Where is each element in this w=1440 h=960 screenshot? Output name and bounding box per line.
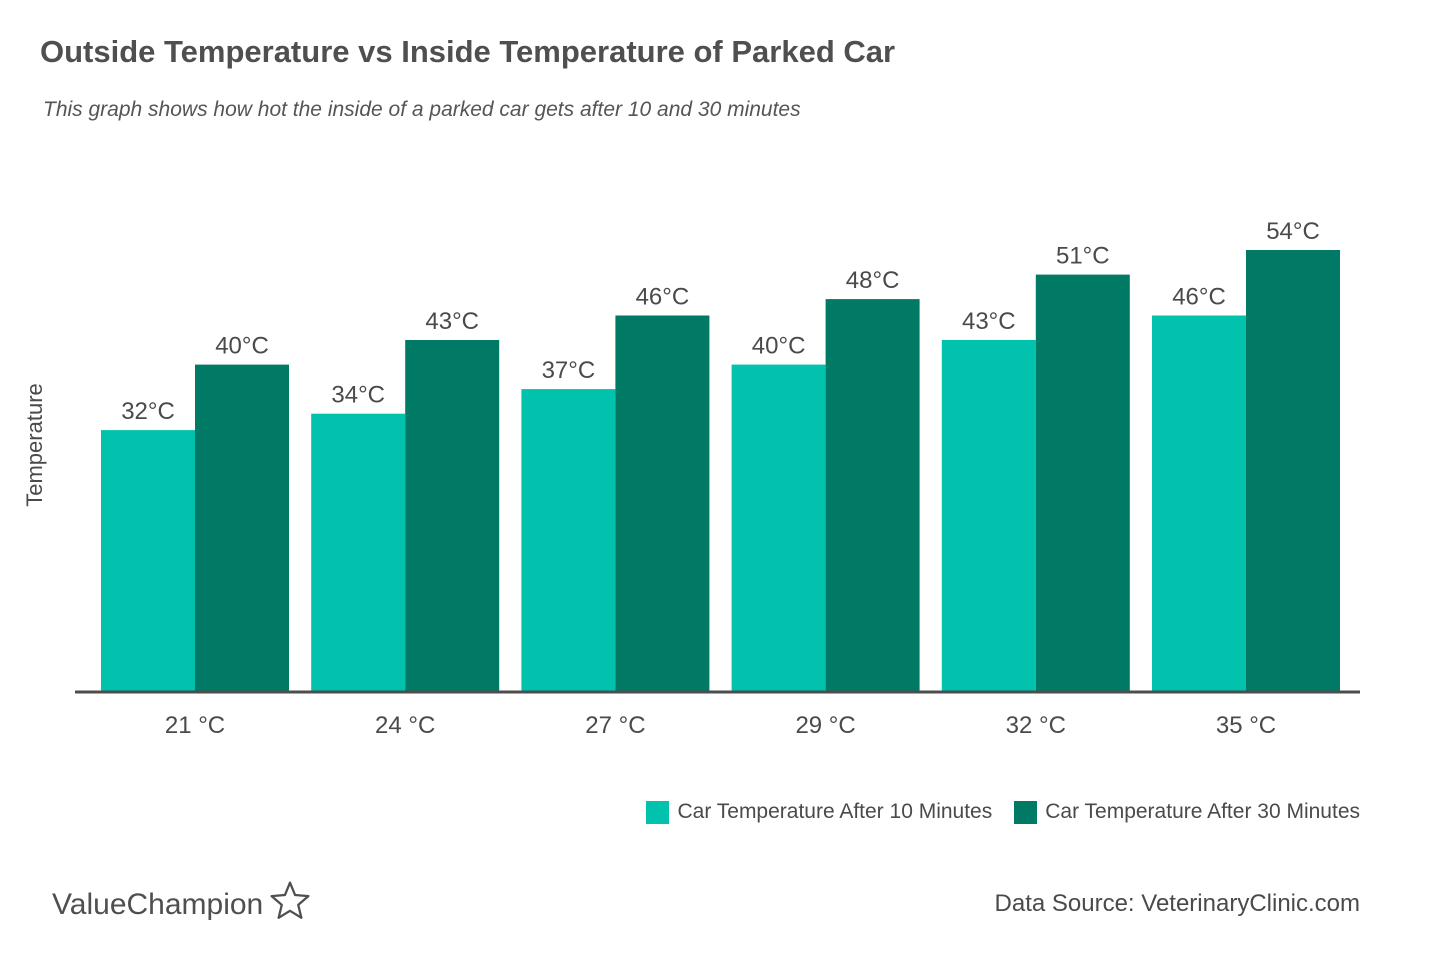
bar-10-min-3: [521, 389, 616, 692]
data-label-10-min-4: 40°C: [752, 333, 806, 360]
data-label-10-min-6: 46°C: [1172, 284, 1226, 311]
legend-item-30-minutes: Car Temperature After 30 Minutes: [1014, 800, 1360, 824]
data-label-10-min-3: 37°C: [542, 357, 596, 384]
brand-logo: ValueChampion: [52, 880, 311, 930]
chart-subtitle: This graph shows how hot the inside of a…: [43, 98, 801, 121]
x-tick-label-2: 24 °C: [375, 712, 435, 739]
data-label-10-min-2: 34°C: [331, 382, 385, 409]
legend-item-10-minutes: Car Temperature After 10 Minutes: [646, 800, 992, 824]
bar-10-min-4: [731, 364, 826, 692]
bar-30-min-1: [195, 364, 289, 692]
brand-name: ValueChampion: [52, 888, 264, 921]
chart-legend: Car Temperature After 10 Minutes Car Tem…: [624, 800, 1360, 824]
legend-swatch-10-minutes: [646, 800, 670, 824]
x-tick-label-3: 27 °C: [585, 712, 645, 739]
x-tick-label-4: 29 °C: [795, 712, 855, 739]
y-axis-label: Temperature: [22, 383, 47, 507]
data-label-30-min-3: 46°C: [636, 284, 690, 311]
data-label-10-min-1: 32°C: [121, 398, 175, 425]
data-label-30-min-1: 40°C: [215, 333, 269, 360]
data-source: Data Source: VeterinaryClinic.com: [994, 890, 1360, 917]
bar-10-min-2: [311, 413, 406, 692]
bar-10-min-6: [1152, 315, 1246, 692]
legend-label-10-minutes: Car Temperature After 10 Minutes: [677, 800, 993, 823]
bar-30-min-4: [825, 299, 920, 692]
data-label-30-min-2: 43°C: [425, 308, 479, 335]
x-tick-label-1: 21 °C: [165, 712, 225, 739]
bar-30-min-3: [615, 315, 710, 692]
star-outline-icon: [269, 880, 311, 930]
bar-30-min-6: [1246, 250, 1340, 692]
bar-10-min-1: [101, 430, 195, 692]
legend-swatch-30-minutes: [1014, 800, 1038, 824]
legend-label-30-minutes: Car Temperature After 30 Minutes: [1045, 800, 1360, 823]
bar-30-min-5: [1035, 274, 1130, 692]
data-label-30-min-4: 48°C: [846, 267, 900, 294]
x-tick-label-5: 32 °C: [1006, 712, 1066, 739]
bar-10-min-5: [941, 340, 1036, 692]
data-labels-layer: 32°C 40°C 34°C 43°C 37°C 46°C 40°C 48°C 43°C 51°C…: [121, 218, 1320, 425]
chart-title: Outside Temperature vs Inside Temperatur…: [40, 34, 896, 69]
x-tick-label-6: 35 °C: [1216, 712, 1276, 739]
data-label-30-min-6: 54°C: [1266, 218, 1320, 245]
data-label-10-min-5: 43°C: [962, 308, 1016, 335]
bar-30-min-2: [405, 340, 500, 692]
bars-layer: [101, 250, 1340, 692]
x-tick-labels-layer: 21 °C 24 °C 27 °C 29 °C 32 °C 35 °C: [165, 712, 1276, 739]
data-label-30-min-5: 51°C: [1056, 243, 1110, 270]
